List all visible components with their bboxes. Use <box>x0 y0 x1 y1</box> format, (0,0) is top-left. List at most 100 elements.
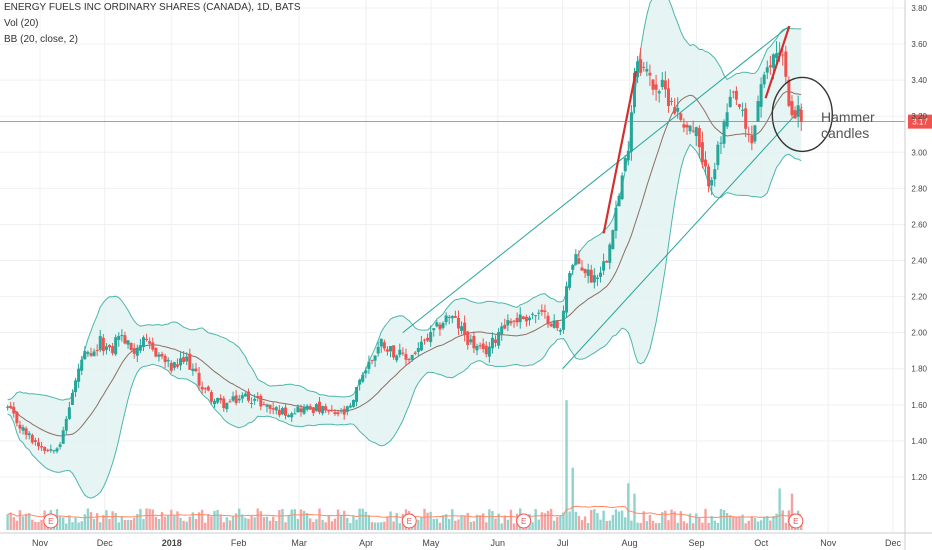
candle-body <box>768 65 772 68</box>
volume-bar <box>688 513 692 530</box>
candle-body <box>74 380 78 393</box>
volume-bar <box>228 520 232 530</box>
volume-bar <box>247 518 250 530</box>
volume-bar <box>540 512 544 530</box>
y-tick-label-3: 1.80 <box>911 365 927 374</box>
candle-body <box>12 406 16 414</box>
volume-bar <box>417 519 420 530</box>
symbol-legend[interactable]: ENERGY FUELS INC ORDINARY SHARES (CANADA… <box>4 2 301 13</box>
x-tick-label-7: Jun <box>491 538 506 548</box>
drawings[interactable] <box>602 25 834 234</box>
volume-bar <box>633 493 636 530</box>
volume-bar <box>290 509 293 530</box>
candle-body <box>460 326 464 331</box>
candle-body <box>379 338 383 347</box>
volume-bar <box>472 521 476 530</box>
candle-body <box>148 341 152 344</box>
volume-bar <box>216 509 219 530</box>
volume-bar <box>262 517 266 530</box>
candle-body <box>490 337 494 349</box>
volume-bar <box>494 518 497 530</box>
candle-body <box>9 405 13 408</box>
volume-bar <box>386 516 389 530</box>
volume-bar <box>593 509 596 530</box>
candle-body <box>348 405 352 408</box>
volume-legend[interactable]: Vol (20) <box>4 18 39 29</box>
candle-body <box>166 359 170 362</box>
volume-bar <box>40 519 43 530</box>
candle-body <box>373 355 377 361</box>
candle-body <box>191 368 195 372</box>
candle-body <box>299 408 303 413</box>
candle-body <box>784 51 788 77</box>
candle-body <box>561 310 565 330</box>
candle-body <box>518 314 522 323</box>
volume-bar <box>673 511 676 530</box>
volume-bar <box>414 523 417 530</box>
candle-body <box>583 269 587 274</box>
volume-bar <box>722 510 726 530</box>
bb-legend[interactable]: BB (20, close, 2) <box>4 34 78 45</box>
candle-body <box>256 396 260 398</box>
candle-body <box>345 406 349 412</box>
volume-bar <box>136 513 139 530</box>
volume-bar <box>444 514 448 530</box>
x-tick-label-8: Jul <box>557 538 569 548</box>
volume-bar <box>225 517 229 530</box>
candle-body <box>685 124 689 128</box>
volume-bar <box>71 522 74 530</box>
candle-body <box>58 444 62 447</box>
volume-bars <box>6 400 803 530</box>
volume-bar <box>166 515 170 530</box>
last-price-line: 3.17 <box>0 114 932 129</box>
candle-body <box>206 386 210 391</box>
volume-bar <box>160 511 164 530</box>
volume-bar <box>77 522 80 530</box>
volume-bar <box>531 522 534 530</box>
candle-body <box>392 345 396 358</box>
candle-body <box>129 343 133 350</box>
candle-body <box>104 346 108 350</box>
volume-bar <box>772 515 775 530</box>
candle-body <box>401 352 405 354</box>
trend-channel[interactable] <box>402 25 803 370</box>
volume-bar <box>639 522 642 530</box>
candle-body <box>95 349 99 351</box>
volume-bar <box>695 513 698 530</box>
candle-body <box>660 79 664 88</box>
volume-bar <box>173 515 176 530</box>
candle-body <box>676 107 680 112</box>
candle-body <box>290 413 294 418</box>
candle-body <box>549 323 553 327</box>
volume-bar <box>657 522 661 530</box>
candle-body <box>132 348 136 354</box>
volume-bar <box>361 508 364 530</box>
y-tick-label-11: 3.40 <box>911 76 927 85</box>
candle-body <box>24 428 28 435</box>
x-tick-label-4: Mar <box>291 538 307 548</box>
annotation[interactable]: Hammer candles <box>821 109 875 141</box>
candle-body <box>416 347 420 352</box>
candle-body <box>592 275 596 283</box>
volume-bar <box>617 511 621 530</box>
volume-bar <box>222 522 225 530</box>
volume-bar <box>398 523 401 530</box>
volume-bar <box>108 519 111 530</box>
volume-bar <box>636 522 639 530</box>
volume-bar <box>176 511 179 530</box>
volume-bar <box>485 522 488 530</box>
volume-bar <box>182 520 185 530</box>
volume-bar <box>586 522 590 530</box>
candle-body <box>796 105 800 117</box>
volume-bar <box>24 513 28 530</box>
volume-bar <box>729 515 732 530</box>
candle-body <box>237 398 241 401</box>
candle-body <box>305 405 309 410</box>
volume-bar <box>778 488 781 530</box>
volume-bar <box>426 512 429 530</box>
volume-bar <box>732 517 735 530</box>
volume-bar <box>457 519 460 530</box>
candle-body <box>70 392 74 405</box>
